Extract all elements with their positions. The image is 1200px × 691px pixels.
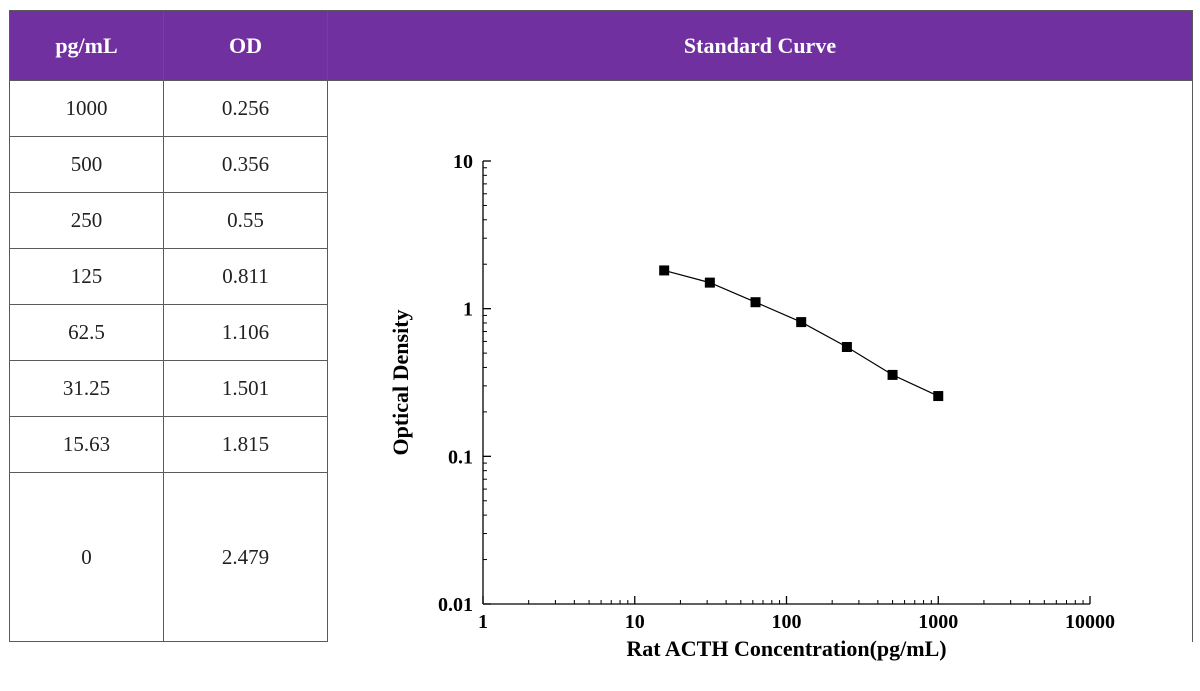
cell-conc: 15.63 xyxy=(9,416,164,473)
y-tick-label: 1 xyxy=(463,299,473,321)
cell-conc: 62.5 xyxy=(9,304,164,361)
header-od: OD xyxy=(163,10,328,81)
table-header-row: pg/mL OD Standard Curve xyxy=(9,10,1193,81)
cell-conc: 125 xyxy=(9,248,164,305)
cell-conc: 1000 xyxy=(9,80,164,137)
header-concentration: pg/mL xyxy=(9,10,164,81)
cell-od: 0.811 xyxy=(163,248,328,305)
y-tick-label: 0.1 xyxy=(448,446,473,468)
data-point xyxy=(796,317,807,328)
x-tick-label: 1 xyxy=(478,611,488,633)
cell-od: 0.256 xyxy=(163,80,328,137)
data-point xyxy=(659,265,670,276)
x-tick-label: 1000 xyxy=(918,611,958,633)
table-row: 500 0.356 xyxy=(9,136,1193,193)
cell-conc: 0 xyxy=(9,472,164,642)
chart-cell: 0.01 0.1 1 10 1 10 100 1000 10000 Rat ACTH Concen… xyxy=(327,80,1193,661)
y-axis-title: Optical Density xyxy=(388,309,413,455)
y-tick-label: 0.01 xyxy=(438,594,473,616)
x-tick-label: 10000 xyxy=(1065,611,1115,633)
x-tick-label: 10 xyxy=(625,611,645,633)
table-row: 1000 0.256 0.01 0.1 1 10 1 10 100 1000 10000 Rat … xyxy=(9,80,1193,661)
cell-od: 1.815 xyxy=(163,416,328,473)
cell-od: 0.55 xyxy=(163,192,328,249)
table-row: 125 0.811 xyxy=(9,248,1193,305)
header-standard-curve: Standard Curve xyxy=(327,10,1193,81)
cell-conc: 500 xyxy=(9,136,164,193)
standard-curve-chart: 0.01 0.1 1 10 1 10 100 1000 10000 Rat ACTH Concen… xyxy=(388,151,1115,661)
table-row: 31.25 1.501 xyxy=(9,360,1193,417)
data-point xyxy=(933,391,944,402)
data-point xyxy=(750,297,761,308)
y-tick-label: 10 xyxy=(453,151,473,173)
axes-group: 0.01 0.1 1 10 1 10 100 1000 10000 Rat ACTH Concen… xyxy=(388,151,1115,661)
cell-od: 2.479 xyxy=(163,472,328,642)
data-point xyxy=(887,369,898,380)
cell-conc: 250 xyxy=(9,192,164,249)
data-point xyxy=(841,342,852,353)
standard-curve-table: pg/mL OD Standard Curve 1000 0.256 0.01 0… xyxy=(9,10,1193,661)
table-row: 0 2.479 xyxy=(9,472,1193,642)
data-point xyxy=(704,277,715,288)
x-tick-label: 100 xyxy=(772,611,802,633)
table-row: 62.5 1.106 xyxy=(9,304,1193,361)
cell-od: 0.356 xyxy=(163,136,328,193)
cell-od: 1.501 xyxy=(163,360,328,417)
x-axis-title: Rat ACTH Concentration(pg/mL) xyxy=(626,636,946,661)
cell-od: 1.106 xyxy=(163,304,328,361)
cell-conc: 31.25 xyxy=(9,360,164,417)
